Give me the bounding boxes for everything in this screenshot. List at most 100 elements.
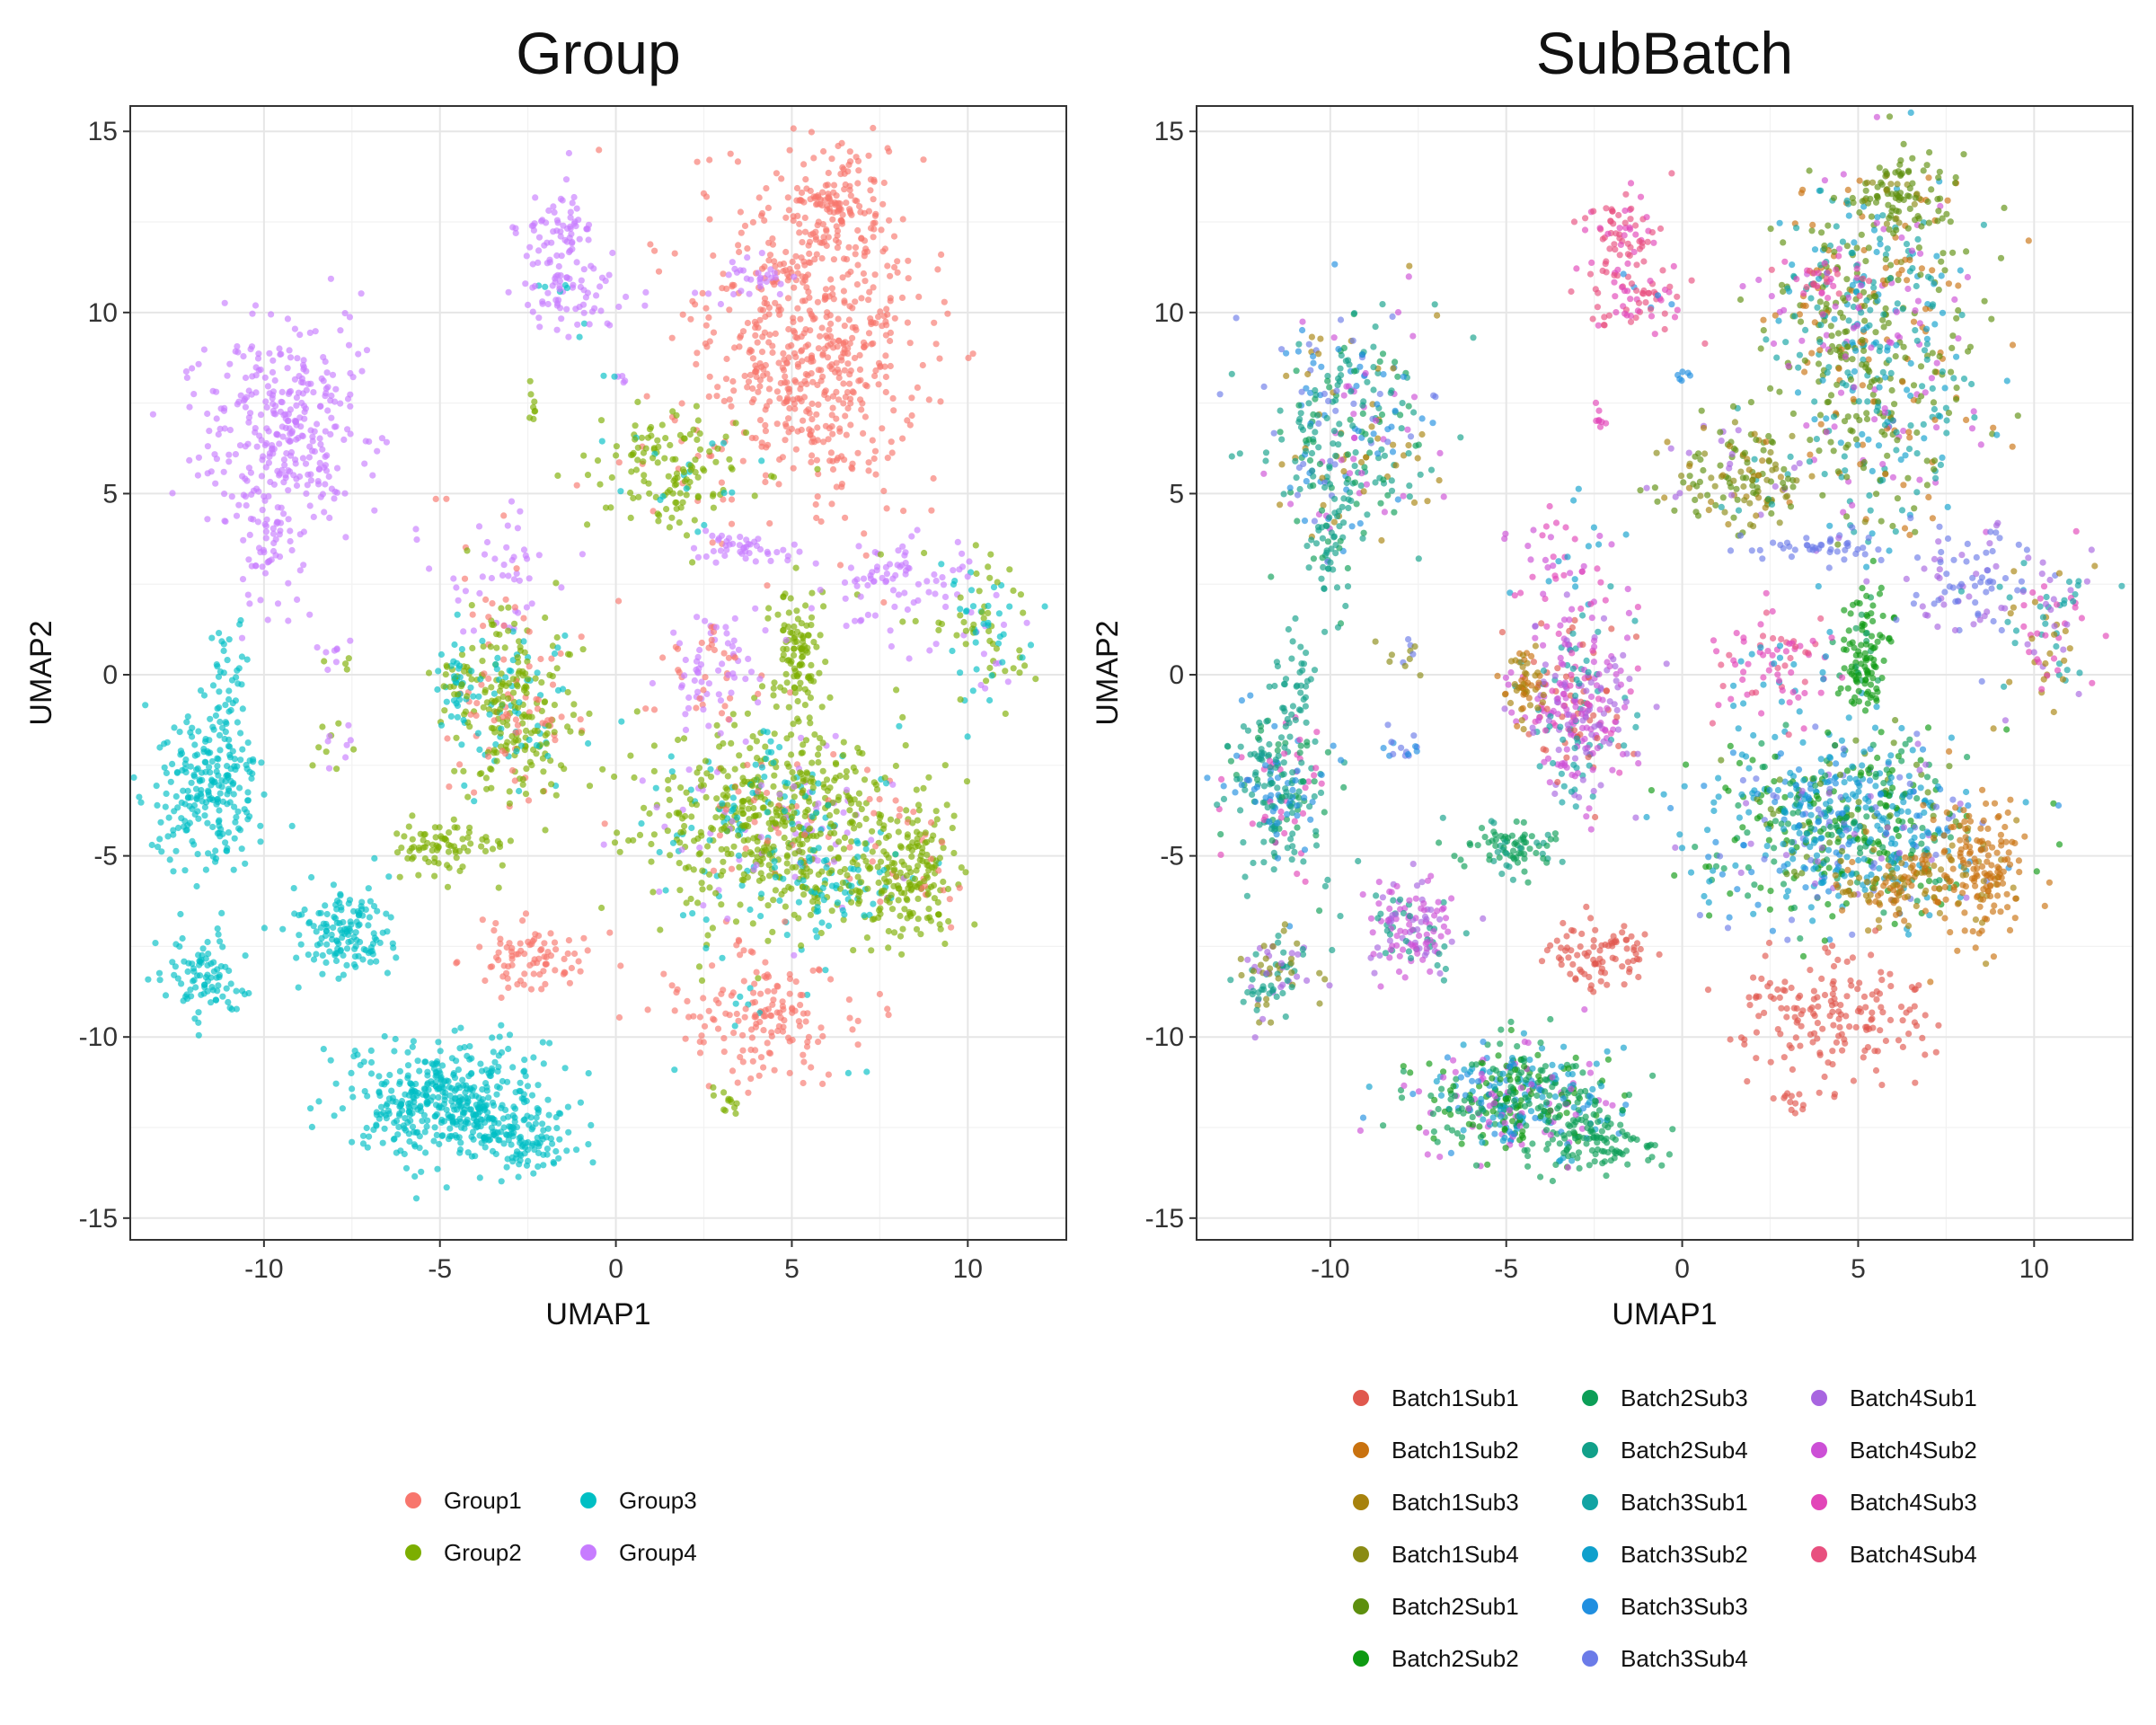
data-point — [808, 416, 816, 423]
data-point — [1912, 528, 1919, 535]
data-point — [815, 800, 822, 808]
data-point — [786, 990, 793, 997]
data-point — [890, 867, 897, 874]
data-point — [515, 659, 522, 666]
data-point — [333, 464, 341, 472]
data-point — [466, 1056, 473, 1063]
data-point — [807, 868, 814, 875]
data-point — [904, 606, 912, 614]
data-point — [482, 977, 489, 985]
data-point — [460, 716, 467, 724]
data-point — [544, 1096, 552, 1103]
data-point — [698, 880, 705, 887]
data-point — [242, 403, 249, 411]
data-point — [554, 472, 561, 480]
data-point — [642, 705, 649, 712]
data-point — [395, 1123, 402, 1130]
data-point — [641, 472, 648, 479]
data-point — [253, 485, 261, 492]
data-point — [199, 945, 207, 952]
data-point — [502, 1131, 510, 1138]
data-point — [1811, 398, 1818, 405]
data-point — [765, 385, 773, 393]
data-point — [415, 871, 422, 879]
data-point — [766, 332, 773, 339]
data-point — [470, 1110, 477, 1118]
data-point — [485, 675, 492, 683]
data-point — [758, 890, 765, 898]
data-point — [828, 199, 835, 207]
data-point — [377, 1103, 385, 1110]
data-point — [460, 844, 468, 851]
data-point — [869, 848, 876, 855]
data-point — [222, 778, 229, 785]
data-point — [526, 942, 534, 949]
data-point — [213, 456, 220, 463]
data-point — [856, 749, 863, 756]
data-point — [818, 202, 826, 209]
data-point — [423, 1123, 430, 1130]
data-point — [764, 902, 772, 909]
data-point — [386, 1071, 393, 1079]
data-point — [343, 741, 350, 748]
data-point — [835, 838, 843, 845]
data-point — [839, 907, 846, 914]
data-point — [848, 838, 855, 845]
data-point — [729, 989, 737, 996]
data-point — [858, 879, 865, 886]
data-point — [669, 839, 677, 846]
data-point — [312, 328, 319, 335]
data-point — [253, 443, 261, 450]
data-point — [846, 807, 853, 814]
data-point — [216, 807, 223, 814]
data-point — [796, 548, 803, 555]
data-point — [665, 786, 672, 793]
data-point — [814, 298, 822, 305]
data-point — [842, 514, 849, 521]
data-point — [493, 644, 500, 651]
data-point — [362, 947, 369, 954]
data-point — [685, 863, 693, 871]
data-point — [653, 804, 660, 811]
data-point — [972, 542, 979, 549]
data-point — [767, 557, 774, 565]
data-point — [802, 737, 810, 744]
data-point — [442, 671, 449, 678]
data-point — [433, 1069, 440, 1076]
data-point — [800, 634, 807, 641]
data-point — [871, 372, 879, 379]
data-point — [511, 777, 518, 784]
data-point — [862, 413, 870, 420]
data-point — [824, 334, 831, 341]
data-point — [532, 675, 539, 682]
data-point — [796, 1022, 804, 1030]
data-point — [238, 634, 246, 641]
data-point — [1833, 223, 1840, 230]
data-point — [451, 673, 458, 680]
data-point — [882, 563, 890, 571]
data-point — [849, 305, 856, 312]
data-point — [847, 192, 854, 199]
data-point — [310, 389, 317, 396]
data-point — [303, 386, 310, 394]
data-point — [482, 686, 489, 694]
data-point — [524, 658, 531, 665]
data-point — [989, 641, 996, 648]
data-point — [200, 990, 208, 997]
data-point — [745, 378, 753, 385]
data-point — [331, 423, 339, 430]
data-point — [228, 677, 236, 684]
data-point — [196, 972, 204, 979]
data-point — [854, 1017, 862, 1024]
data-point — [800, 877, 807, 884]
data-point — [771, 258, 778, 265]
data-point — [820, 438, 827, 446]
data-point — [709, 539, 716, 546]
data-point — [699, 867, 706, 874]
data-point — [585, 1141, 592, 1148]
data-point — [606, 929, 614, 936]
data-point — [848, 211, 855, 218]
data-point — [858, 234, 865, 242]
data-point — [244, 797, 252, 804]
data-point — [646, 490, 653, 497]
